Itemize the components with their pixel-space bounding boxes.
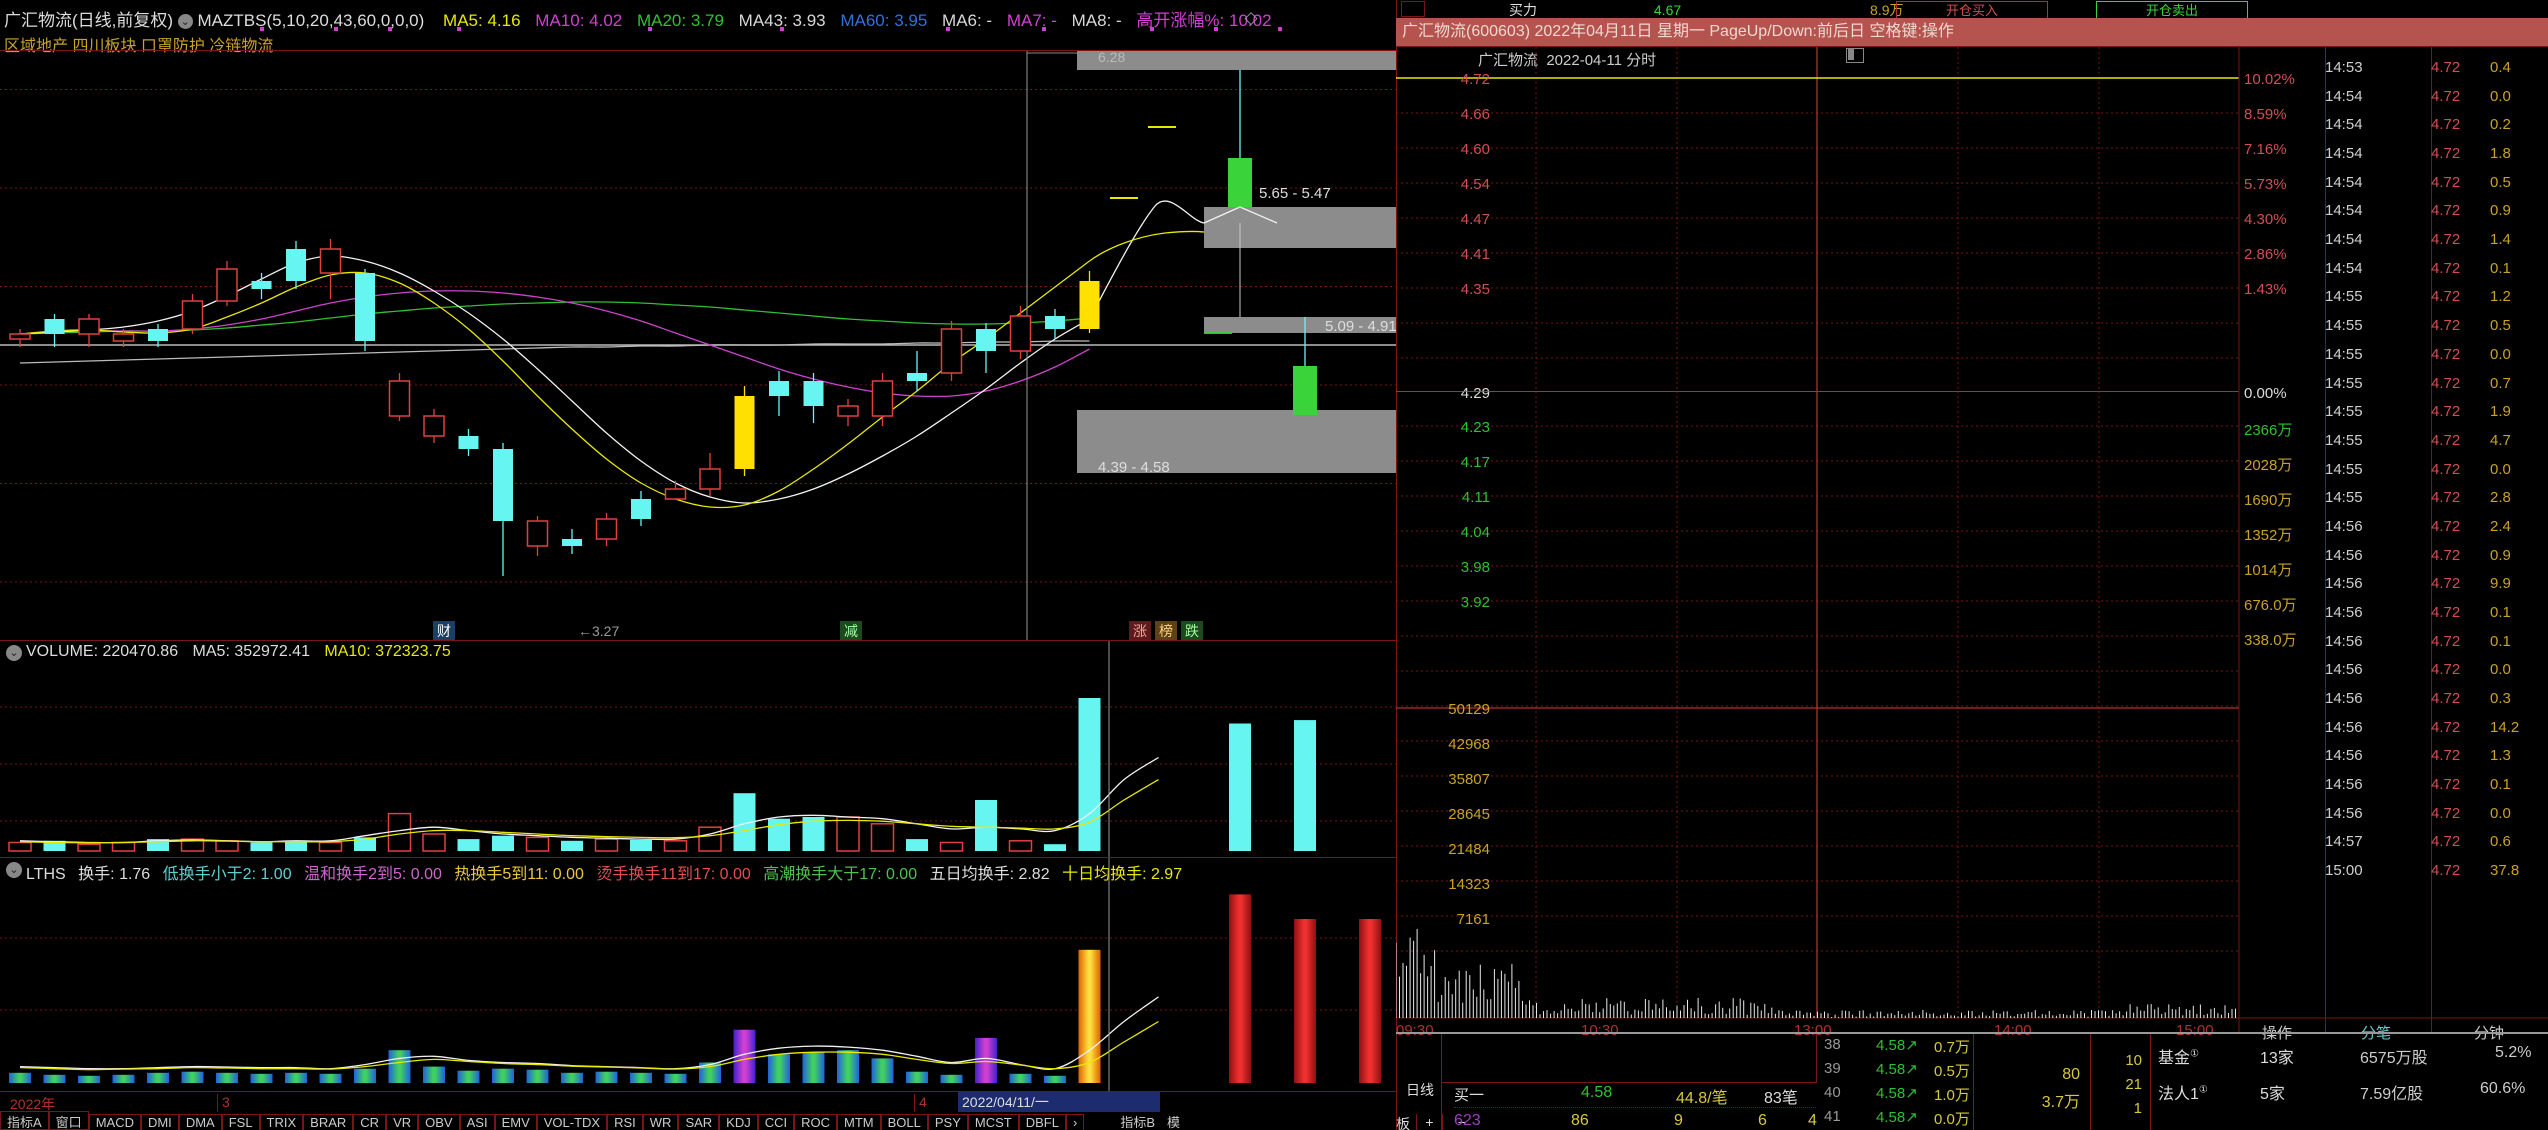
svg-text:5.09 - 4.91: 5.09 - 4.91 <box>1325 318 1396 335</box>
svg-text:6.28: 6.28 <box>1098 51 1125 65</box>
svg-text:5.65 - 5.47: 5.65 - 5.47 <box>1259 185 1331 202</box>
